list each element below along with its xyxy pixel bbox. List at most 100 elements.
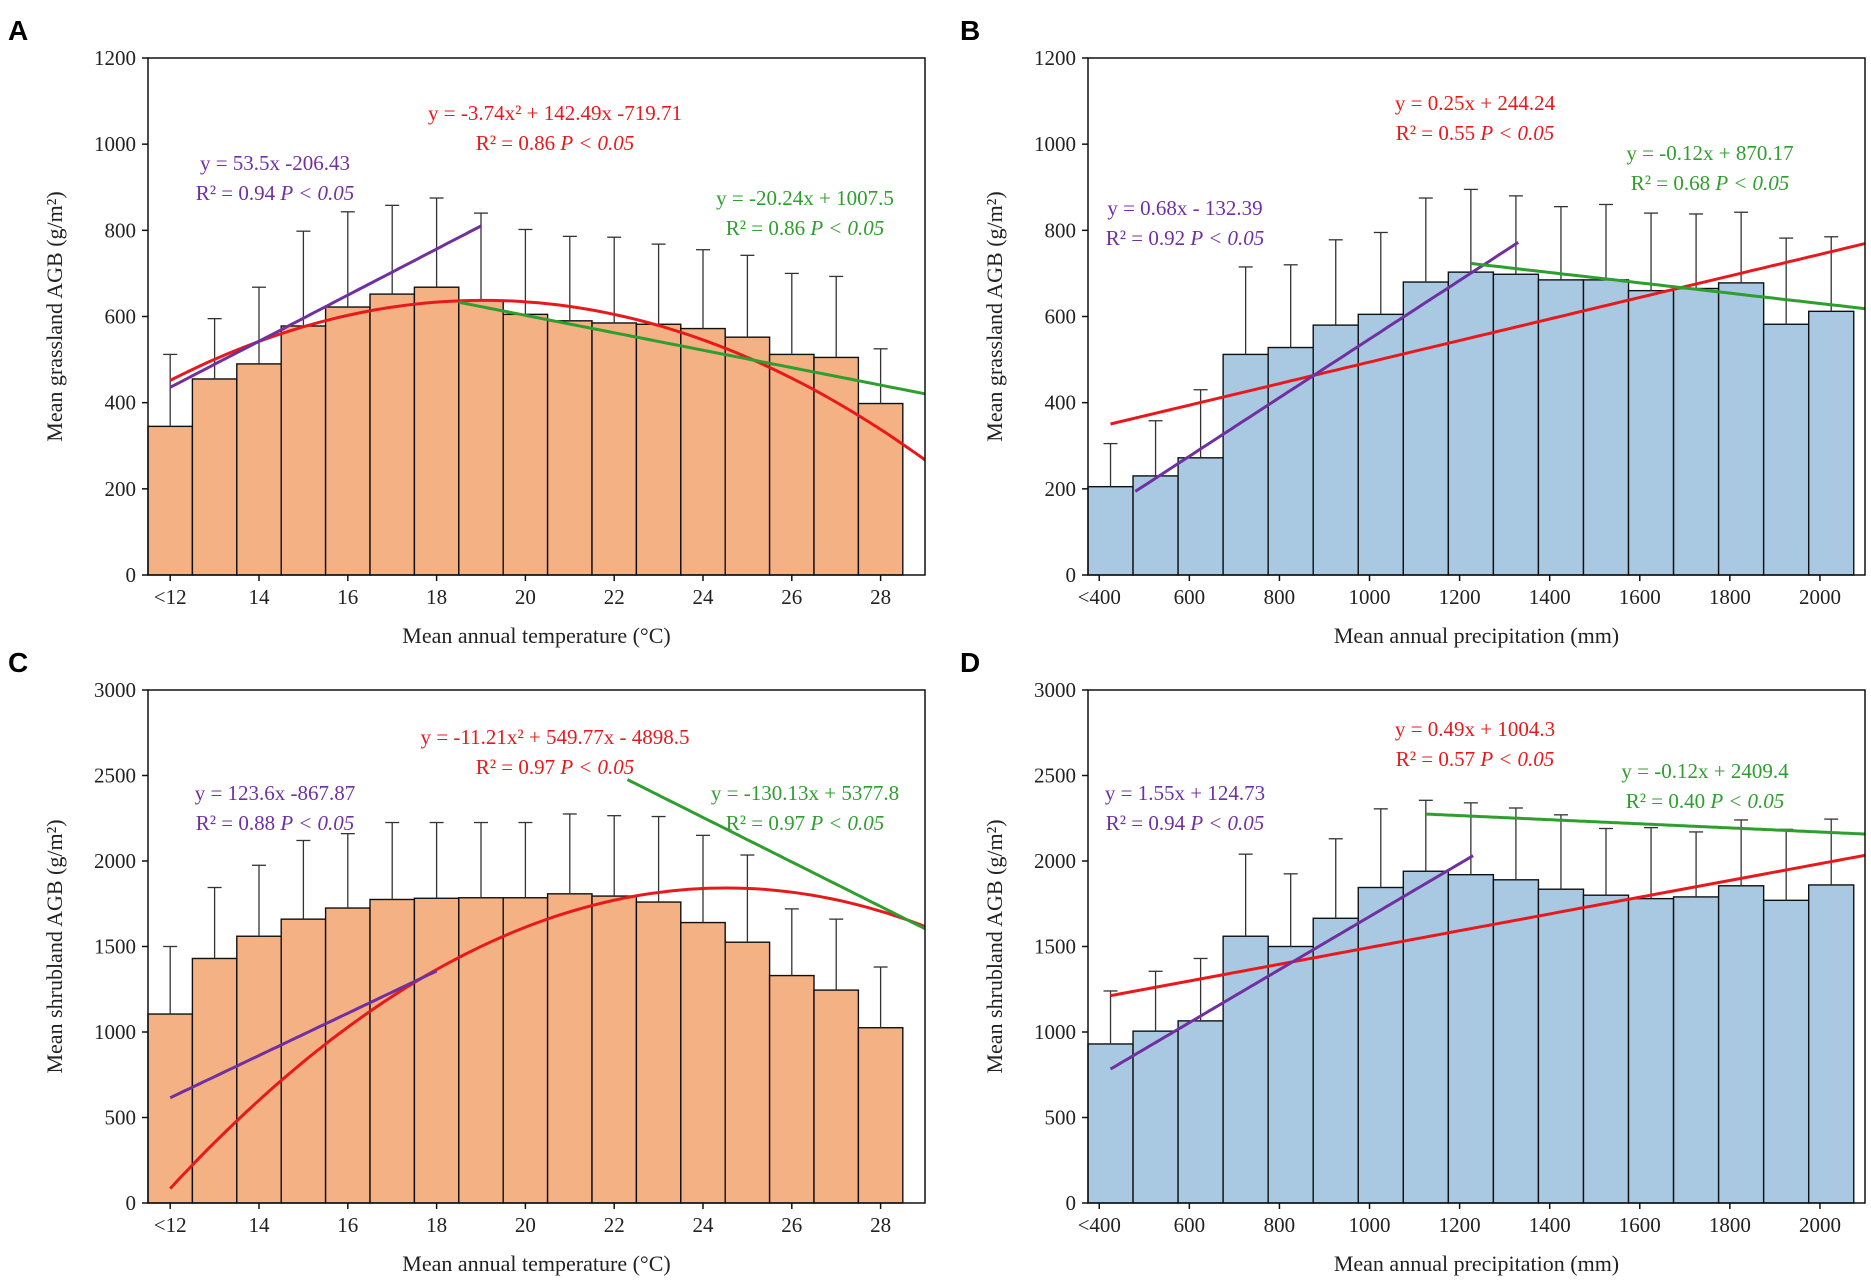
bar xyxy=(1537,279,1585,576)
bar xyxy=(502,313,549,576)
bar xyxy=(1177,457,1224,576)
r-squared-text: R² = 0.94 P < 0.05 xyxy=(1106,811,1265,835)
panel-d: D 0 500 1000 1500 2000 2500 3000 <400 600 800 1000 1… xyxy=(960,647,1866,1276)
bar xyxy=(635,323,682,576)
y-tick-label: 500 xyxy=(1045,1106,1077,1130)
y-tick-label: 1500 xyxy=(1034,935,1076,959)
y-tick-label: 0 xyxy=(126,563,137,587)
panel-letter: C xyxy=(8,647,28,678)
x-axis-title: Mean annual precipitation (mm) xyxy=(1334,1251,1619,1276)
bar xyxy=(413,286,460,576)
bar xyxy=(1627,897,1675,1204)
bar xyxy=(1492,879,1540,1204)
bar xyxy=(813,989,860,1204)
bar xyxy=(768,974,815,1204)
equation-text: y = -0.12x + 870.17 xyxy=(1626,141,1793,165)
x-axis-title: Mean annual temperature (°C) xyxy=(402,1251,670,1276)
x-tick-label: 14 xyxy=(249,585,271,609)
bar xyxy=(458,299,504,576)
bar xyxy=(1132,475,1179,576)
bar xyxy=(1807,310,1855,576)
bar xyxy=(191,957,238,1204)
quadratic-annotation: y = -3.74x² + 142.49x -719.71 R² = 0.86 P… xyxy=(428,101,682,155)
bar xyxy=(1582,894,1630,1204)
y-axis-title: Mean grassland AGB (g/m²) xyxy=(42,191,67,441)
r-squared-text: R² = 0.86 P < 0.05 xyxy=(476,131,635,155)
x-tick-label: 22 xyxy=(604,585,625,609)
x-tick-label: 26 xyxy=(781,585,802,609)
r-squared-text: R² = 0.88 P < 0.05 xyxy=(196,811,355,835)
bar xyxy=(1132,1030,1179,1204)
bar xyxy=(324,907,371,1204)
x-tick-label: 28 xyxy=(870,585,891,609)
y-tick-label: 200 xyxy=(1045,477,1077,501)
x-tick-label: 16 xyxy=(337,1213,358,1237)
x-tick-label: 1600 xyxy=(1619,585,1661,609)
x-tick-label: 16 xyxy=(337,585,358,609)
x-tick-label: 1000 xyxy=(1349,585,1391,609)
equation-text: y = 0.68x - 132.39 xyxy=(1107,196,1262,220)
equation-text: y = 1.55x + 124.73 xyxy=(1105,781,1265,805)
bar xyxy=(413,897,460,1204)
bar xyxy=(546,893,593,1204)
bar xyxy=(1312,917,1359,1204)
rising-linear-fit xyxy=(169,224,482,389)
bar xyxy=(1537,888,1585,1204)
y-tick-label: 600 xyxy=(1045,305,1077,329)
x-tick-label: 24 xyxy=(693,585,715,609)
y-tick-label: 2000 xyxy=(1034,849,1076,873)
x-tick-label: 20 xyxy=(515,585,536,609)
x-tick-label: <400 xyxy=(1078,1213,1121,1237)
bar xyxy=(680,921,726,1204)
y-tick-label: 2500 xyxy=(1034,764,1076,788)
bar xyxy=(147,1013,194,1204)
x-tick-label: 600 xyxy=(1174,1213,1206,1237)
x-tick-label: 14 xyxy=(249,1213,271,1237)
r-squared-text: R² = 0.86 P < 0.05 xyxy=(726,216,885,240)
x-tick-label: 2000 xyxy=(1799,585,1841,609)
bar xyxy=(1177,1020,1224,1204)
bar xyxy=(1402,870,1450,1204)
r-squared-text: R² = 0.40 P < 0.05 xyxy=(1626,789,1785,813)
y-tick-label: 1000 xyxy=(1034,1020,1076,1044)
panel-letter: A xyxy=(8,15,28,46)
bar xyxy=(369,898,416,1204)
falling-annotation: y = -0.12x + 870.17 R² = 0.68 P < 0.05 xyxy=(1626,141,1793,195)
equation-text: y = -3.74x² + 142.49x -719.71 xyxy=(428,101,682,125)
y-tick-label: 600 xyxy=(105,305,137,329)
x-tick-label: 1400 xyxy=(1529,585,1571,609)
x-tick-label: 1800 xyxy=(1709,1213,1751,1237)
y-tick-label: 2500 xyxy=(94,764,136,788)
equation-text: y = -0.12x + 2409.4 xyxy=(1621,759,1789,783)
y-axis-title: Mean grassland AGB (g/m²) xyxy=(982,191,1007,441)
y-tick-label: 3000 xyxy=(1034,678,1076,702)
y-tick-label: 3000 xyxy=(94,678,136,702)
bar xyxy=(1447,873,1495,1204)
bar xyxy=(724,941,771,1204)
x-tick-label: 1000 xyxy=(1349,1213,1391,1237)
bar xyxy=(724,336,771,576)
bar xyxy=(813,356,860,576)
bar xyxy=(191,378,238,576)
x-tick-label: 600 xyxy=(1174,585,1206,609)
panel-letter: B xyxy=(960,15,980,46)
panel-b: B 0 200 400 600 800 1000 1200 <400 600 800 1000 1200… xyxy=(960,15,1866,648)
y-axis-title: Mean shrubland AGB (g/m²) xyxy=(42,819,67,1073)
x-tick-label: <12 xyxy=(154,585,187,609)
y-tick-label: 0 xyxy=(1066,563,1077,587)
falling-linear-fit xyxy=(1425,812,1866,836)
quadratic-fit xyxy=(169,298,926,462)
y-tick-label: 800 xyxy=(105,218,137,242)
bar xyxy=(1627,289,1675,576)
equation-text: y = 53.5x -206.43 xyxy=(200,151,350,175)
x-tick-label: 20 xyxy=(515,1213,536,1237)
rising-linear-fit xyxy=(1134,241,1520,493)
y-tick-label: 0 xyxy=(1066,1191,1077,1215)
bar xyxy=(635,901,682,1204)
y-tick-label: 1200 xyxy=(94,46,136,70)
r-squared-text: R² = 0.94 P < 0.05 xyxy=(196,181,355,205)
rising-annotation: y = 0.68x - 132.39 R² = 0.92 P < 0.05 xyxy=(1106,196,1265,250)
y-tick-label: 1000 xyxy=(94,1020,136,1044)
y-tick-label: 1200 xyxy=(1034,46,1076,70)
r-squared-text: R² = 0.57 P < 0.05 xyxy=(1396,747,1555,771)
